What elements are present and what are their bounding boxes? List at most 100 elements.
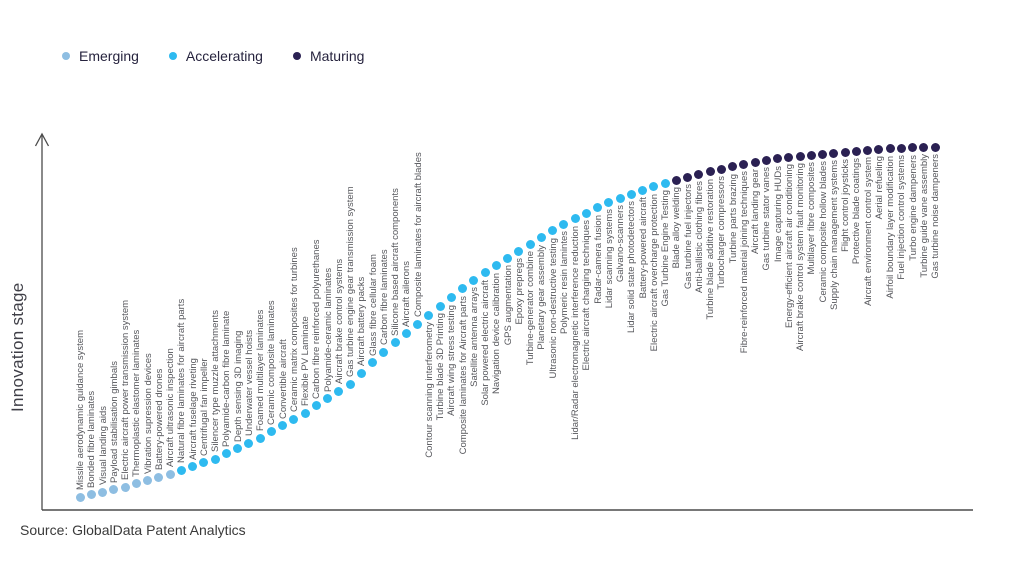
data-point (266, 427, 276, 437)
data-point (593, 203, 602, 212)
data-point (401, 329, 411, 338)
data-point-label: Fibre-reinforced material joining techni… (738, 171, 750, 354)
data-point-label: Lidar/Radar electromagnetic interference… (570, 225, 581, 440)
data-point-label: Visual landing aids (97, 405, 109, 485)
data-point-label: Ceramic matrix composites for turbines (288, 247, 300, 413)
data-point (368, 358, 377, 368)
data-point-label: Turbine parts brazing (727, 173, 739, 263)
data-point (896, 143, 906, 153)
data-point (199, 458, 209, 468)
data-point (289, 414, 299, 424)
data-point (345, 379, 355, 389)
data-point (885, 144, 895, 154)
data-point (435, 301, 445, 311)
data-point (458, 284, 467, 294)
data-point-label: Aircraft ultrasonic inspection (165, 348, 176, 467)
data-point (559, 219, 569, 229)
data-point-label: Polyamide-carbon fibre laminate (221, 310, 233, 447)
data-point (143, 476, 152, 485)
data-point (615, 193, 625, 203)
data-point-label: Ceramic composite laminates (266, 300, 278, 425)
data-point-label: Lidar solid state photodetectors (626, 201, 638, 334)
data-point-label: Carbon fibre laminates (378, 249, 390, 345)
legend-item-accelerating: Accelerating (168, 48, 263, 64)
data-point-label: Depth sensing 3D imaging (232, 330, 244, 442)
data-point-label: Thermoplastic elastomer laminates (131, 329, 143, 477)
data-point-label: Missile aerodynamic guidance system (75, 330, 86, 490)
data-point-label: Fuel injection control systems (896, 155, 908, 280)
data-point (761, 155, 771, 165)
data-point-label: Aircraft fuselage riveting (187, 357, 199, 460)
data-point (716, 164, 726, 174)
data-point-label: Flight control joysticks (840, 159, 851, 252)
data-point-label: Composite laminates for Aircraft parts (457, 295, 469, 455)
data-point (818, 149, 827, 159)
data-point-label: Gas turbine noise dampeners (930, 154, 941, 279)
legend-item-maturing: Maturing (292, 48, 365, 64)
data-point (334, 386, 344, 396)
data-point-label: Vibration supression devices (142, 352, 154, 474)
data-point-label: Aircraft environment control system (862, 157, 874, 306)
data-point-label: Aircraft battery packs (356, 277, 368, 367)
data-point-label: Aerial refueling (873, 156, 885, 220)
data-point (773, 154, 782, 163)
data-point-label: Epoxy prepregs (513, 258, 525, 325)
data-point (210, 454, 220, 464)
data-point (131, 479, 141, 489)
data-point (120, 482, 130, 492)
data-point-label: Turbine blade additive restoration (705, 178, 716, 320)
data-point (255, 433, 265, 443)
data-point-label: Satellite antenna arrays (468, 287, 480, 387)
data-point (503, 253, 512, 263)
data-point (514, 246, 524, 256)
data-point-label: Turbine blade 3D Printing (435, 313, 446, 421)
data-point (840, 147, 850, 157)
data-point-label: Bonded fibre laminates (86, 390, 98, 488)
data-point (379, 347, 389, 357)
data-point (683, 172, 692, 182)
data-point-label: Protective blade coatings (851, 158, 863, 265)
data-point-label: Image capturing HUDs (772, 165, 784, 262)
data-point-label: Composite laminates for aircraft blades (412, 152, 424, 318)
data-point-label: Aircraft wing stress testing (446, 304, 458, 416)
data-point-label: Convertible aircraft (277, 338, 289, 419)
data-point (851, 146, 861, 156)
data-point (491, 261, 501, 270)
data-point-label: Aircraft landing gear (750, 169, 761, 255)
data-point (356, 368, 366, 378)
data-point (930, 142, 940, 152)
legend-label-emerging: Emerging (79, 48, 139, 64)
data-point-label: Foamed multilayer laminates (255, 309, 266, 431)
data-point-label: Lidar scanning systems (603, 209, 615, 309)
data-point (109, 485, 119, 494)
data-point (176, 465, 186, 475)
data-point-label: Radar-camera fusion (592, 214, 604, 304)
data-point-label: Polymeric resin lamintes (558, 231, 570, 334)
data-point-label: Ultrasonic non-destructive testing (547, 237, 559, 379)
data-point (480, 268, 490, 278)
chart-legend: Emerging Accelerating Maturing (62, 48, 364, 64)
data-point (221, 449, 231, 459)
data-point (570, 214, 580, 223)
data-point-label: Polyamide-ceramic laminates (322, 267, 334, 392)
data-point (728, 162, 737, 171)
data-point-label: Gas turbine stator vanes (761, 167, 773, 271)
data-point-label: Natural fibre laminates for aircraft par… (176, 299, 188, 464)
data-point-label: Payload stabilisation gimbals (108, 360, 120, 483)
data-point-label: Aircraft ailerons (401, 260, 413, 327)
data-point-label: Contour scanning interferometry (423, 322, 435, 458)
data-point-label: GPS augmentation (502, 265, 514, 346)
data-point (244, 438, 254, 448)
data-point (626, 189, 636, 199)
data-point (660, 178, 670, 188)
data-point (581, 208, 591, 218)
data-point (98, 487, 107, 497)
legend-label-maturing: Maturing (309, 48, 365, 64)
data-point-label: Energy-efficient aircraft air conditioni… (783, 164, 795, 329)
data-point (671, 175, 681, 185)
data-point-label: Airfoil boundary layer modification (885, 155, 896, 299)
data-point (86, 490, 96, 499)
data-point-label: Multilayer fibre composites (806, 162, 818, 275)
data-point (548, 226, 557, 236)
